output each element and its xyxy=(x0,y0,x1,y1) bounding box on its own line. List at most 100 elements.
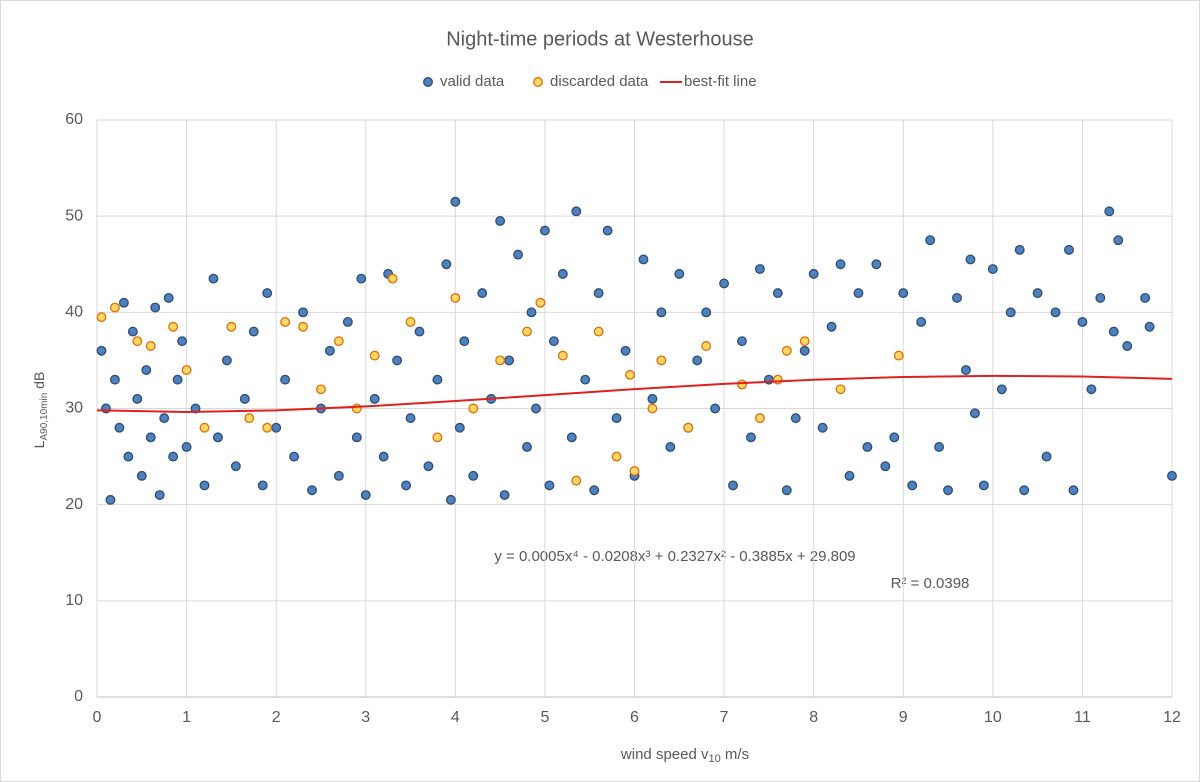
point xyxy=(168,321,179,332)
point xyxy=(602,225,613,236)
point xyxy=(754,264,765,275)
point xyxy=(835,384,846,395)
point xyxy=(307,485,317,496)
y-label-sub: A90,10min xyxy=(39,393,50,441)
point xyxy=(539,225,550,236)
point xyxy=(978,480,989,491)
point xyxy=(593,326,604,337)
point xyxy=(781,345,792,356)
point xyxy=(360,490,371,501)
x-tick-label: 12 xyxy=(1163,709,1181,726)
point xyxy=(589,485,600,496)
point xyxy=(450,196,461,207)
point xyxy=(163,292,174,303)
point xyxy=(96,312,107,323)
x-tick-label: 6 xyxy=(630,709,639,726)
point xyxy=(454,422,465,433)
point xyxy=(405,317,416,327)
point xyxy=(289,451,300,462)
point xyxy=(248,326,259,337)
point xyxy=(943,485,953,496)
point xyxy=(1144,321,1155,332)
point xyxy=(342,317,353,327)
point xyxy=(620,345,631,356)
point xyxy=(871,259,882,270)
point xyxy=(1104,206,1115,217)
legend-label: best-fit line xyxy=(684,73,757,90)
legend-label: valid data xyxy=(440,73,505,90)
point xyxy=(826,321,837,332)
point xyxy=(571,475,582,486)
point xyxy=(916,317,927,327)
point xyxy=(136,470,147,481)
point xyxy=(1140,292,1151,303)
point xyxy=(212,432,223,443)
point xyxy=(710,403,721,414)
point xyxy=(239,393,250,404)
point xyxy=(580,374,591,385)
point xyxy=(772,374,783,385)
point xyxy=(965,254,976,265)
legend: valid data discarded data best-fit line xyxy=(423,73,757,90)
point xyxy=(298,307,308,318)
point xyxy=(356,273,367,284)
point xyxy=(1068,485,1079,496)
point xyxy=(683,422,694,433)
point xyxy=(754,413,765,424)
point xyxy=(378,451,389,462)
y-label-main: L xyxy=(31,440,47,448)
point xyxy=(333,336,344,347)
x-tick-label: 0 xyxy=(93,709,102,726)
point xyxy=(468,403,479,414)
point xyxy=(168,451,179,462)
point xyxy=(925,235,936,246)
x-tick-label: 9 xyxy=(899,709,908,726)
point xyxy=(181,442,192,452)
y-tick-label: 10 xyxy=(65,592,83,609)
point xyxy=(351,403,362,414)
point xyxy=(544,480,555,491)
point xyxy=(647,403,658,414)
point xyxy=(522,442,532,452)
point xyxy=(405,413,416,424)
point xyxy=(208,273,219,284)
point xyxy=(701,307,712,318)
y-axis-label: LA90,10min dB xyxy=(31,372,50,449)
point xyxy=(280,374,291,385)
point xyxy=(351,432,362,443)
point xyxy=(665,442,676,452)
point xyxy=(96,345,107,356)
point xyxy=(1019,485,1030,496)
point xyxy=(118,297,129,308)
point xyxy=(504,355,515,366)
point xyxy=(889,432,900,443)
y-tick-label: 50 xyxy=(65,207,83,224)
point xyxy=(746,432,756,443)
point xyxy=(423,461,434,472)
point xyxy=(262,422,273,433)
x-tick-label: 4 xyxy=(451,709,460,726)
point xyxy=(593,288,604,299)
point xyxy=(571,206,582,217)
legend-swatch xyxy=(533,77,543,87)
point xyxy=(790,413,801,424)
point xyxy=(477,288,488,299)
point xyxy=(432,374,443,385)
point xyxy=(221,355,232,366)
point xyxy=(961,365,971,375)
point xyxy=(369,350,380,361)
point xyxy=(1095,292,1106,303)
point xyxy=(513,249,523,260)
point xyxy=(853,288,864,299)
point xyxy=(548,336,559,347)
point xyxy=(127,326,138,337)
point xyxy=(468,470,479,481)
point xyxy=(557,268,568,279)
point xyxy=(1077,317,1088,327)
point xyxy=(817,422,828,433)
point xyxy=(737,336,747,347)
point xyxy=(893,350,904,361)
point xyxy=(109,374,120,385)
point xyxy=(145,341,156,351)
